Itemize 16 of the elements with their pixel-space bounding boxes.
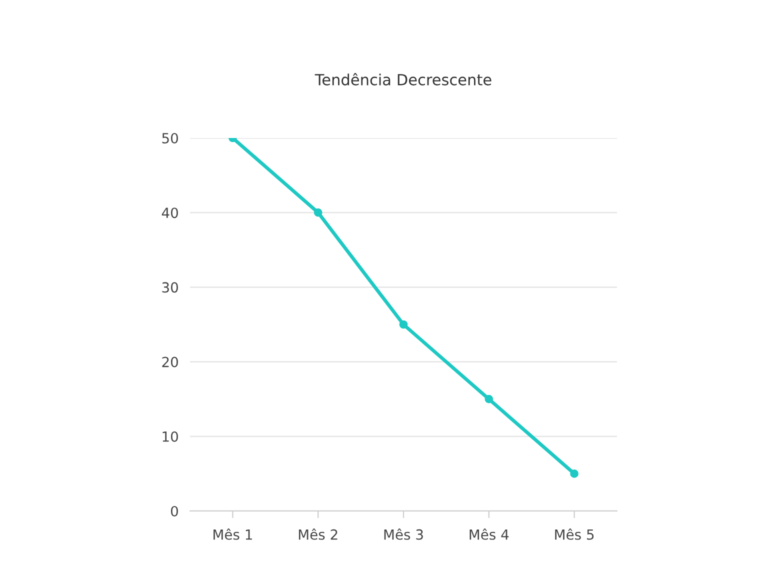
y-tick-label: 50 bbox=[162, 132, 178, 144]
y-tick-label: 20 bbox=[162, 356, 178, 368]
x-tick-label: Mês 2 bbox=[298, 528, 338, 540]
point bbox=[484, 394, 494, 404]
point bbox=[399, 320, 408, 329]
x-tick-label: Mês 5 bbox=[555, 528, 594, 540]
chart-title: Tendência Decrescente bbox=[314, 73, 492, 86]
y-tick-label: 0 bbox=[170, 506, 178, 516]
x-tick-label: Mês 3 bbox=[384, 528, 423, 540]
y-tick-label: 40 bbox=[162, 208, 178, 218]
x-tick-label: Mês 1 bbox=[214, 528, 252, 540]
y-tick-label: 10 bbox=[162, 431, 178, 442]
x-tick-label: Mês 4 bbox=[470, 528, 509, 540]
point bbox=[570, 470, 578, 478]
point bbox=[314, 208, 322, 217]
y-tick-label: 30 bbox=[162, 282, 178, 293]
